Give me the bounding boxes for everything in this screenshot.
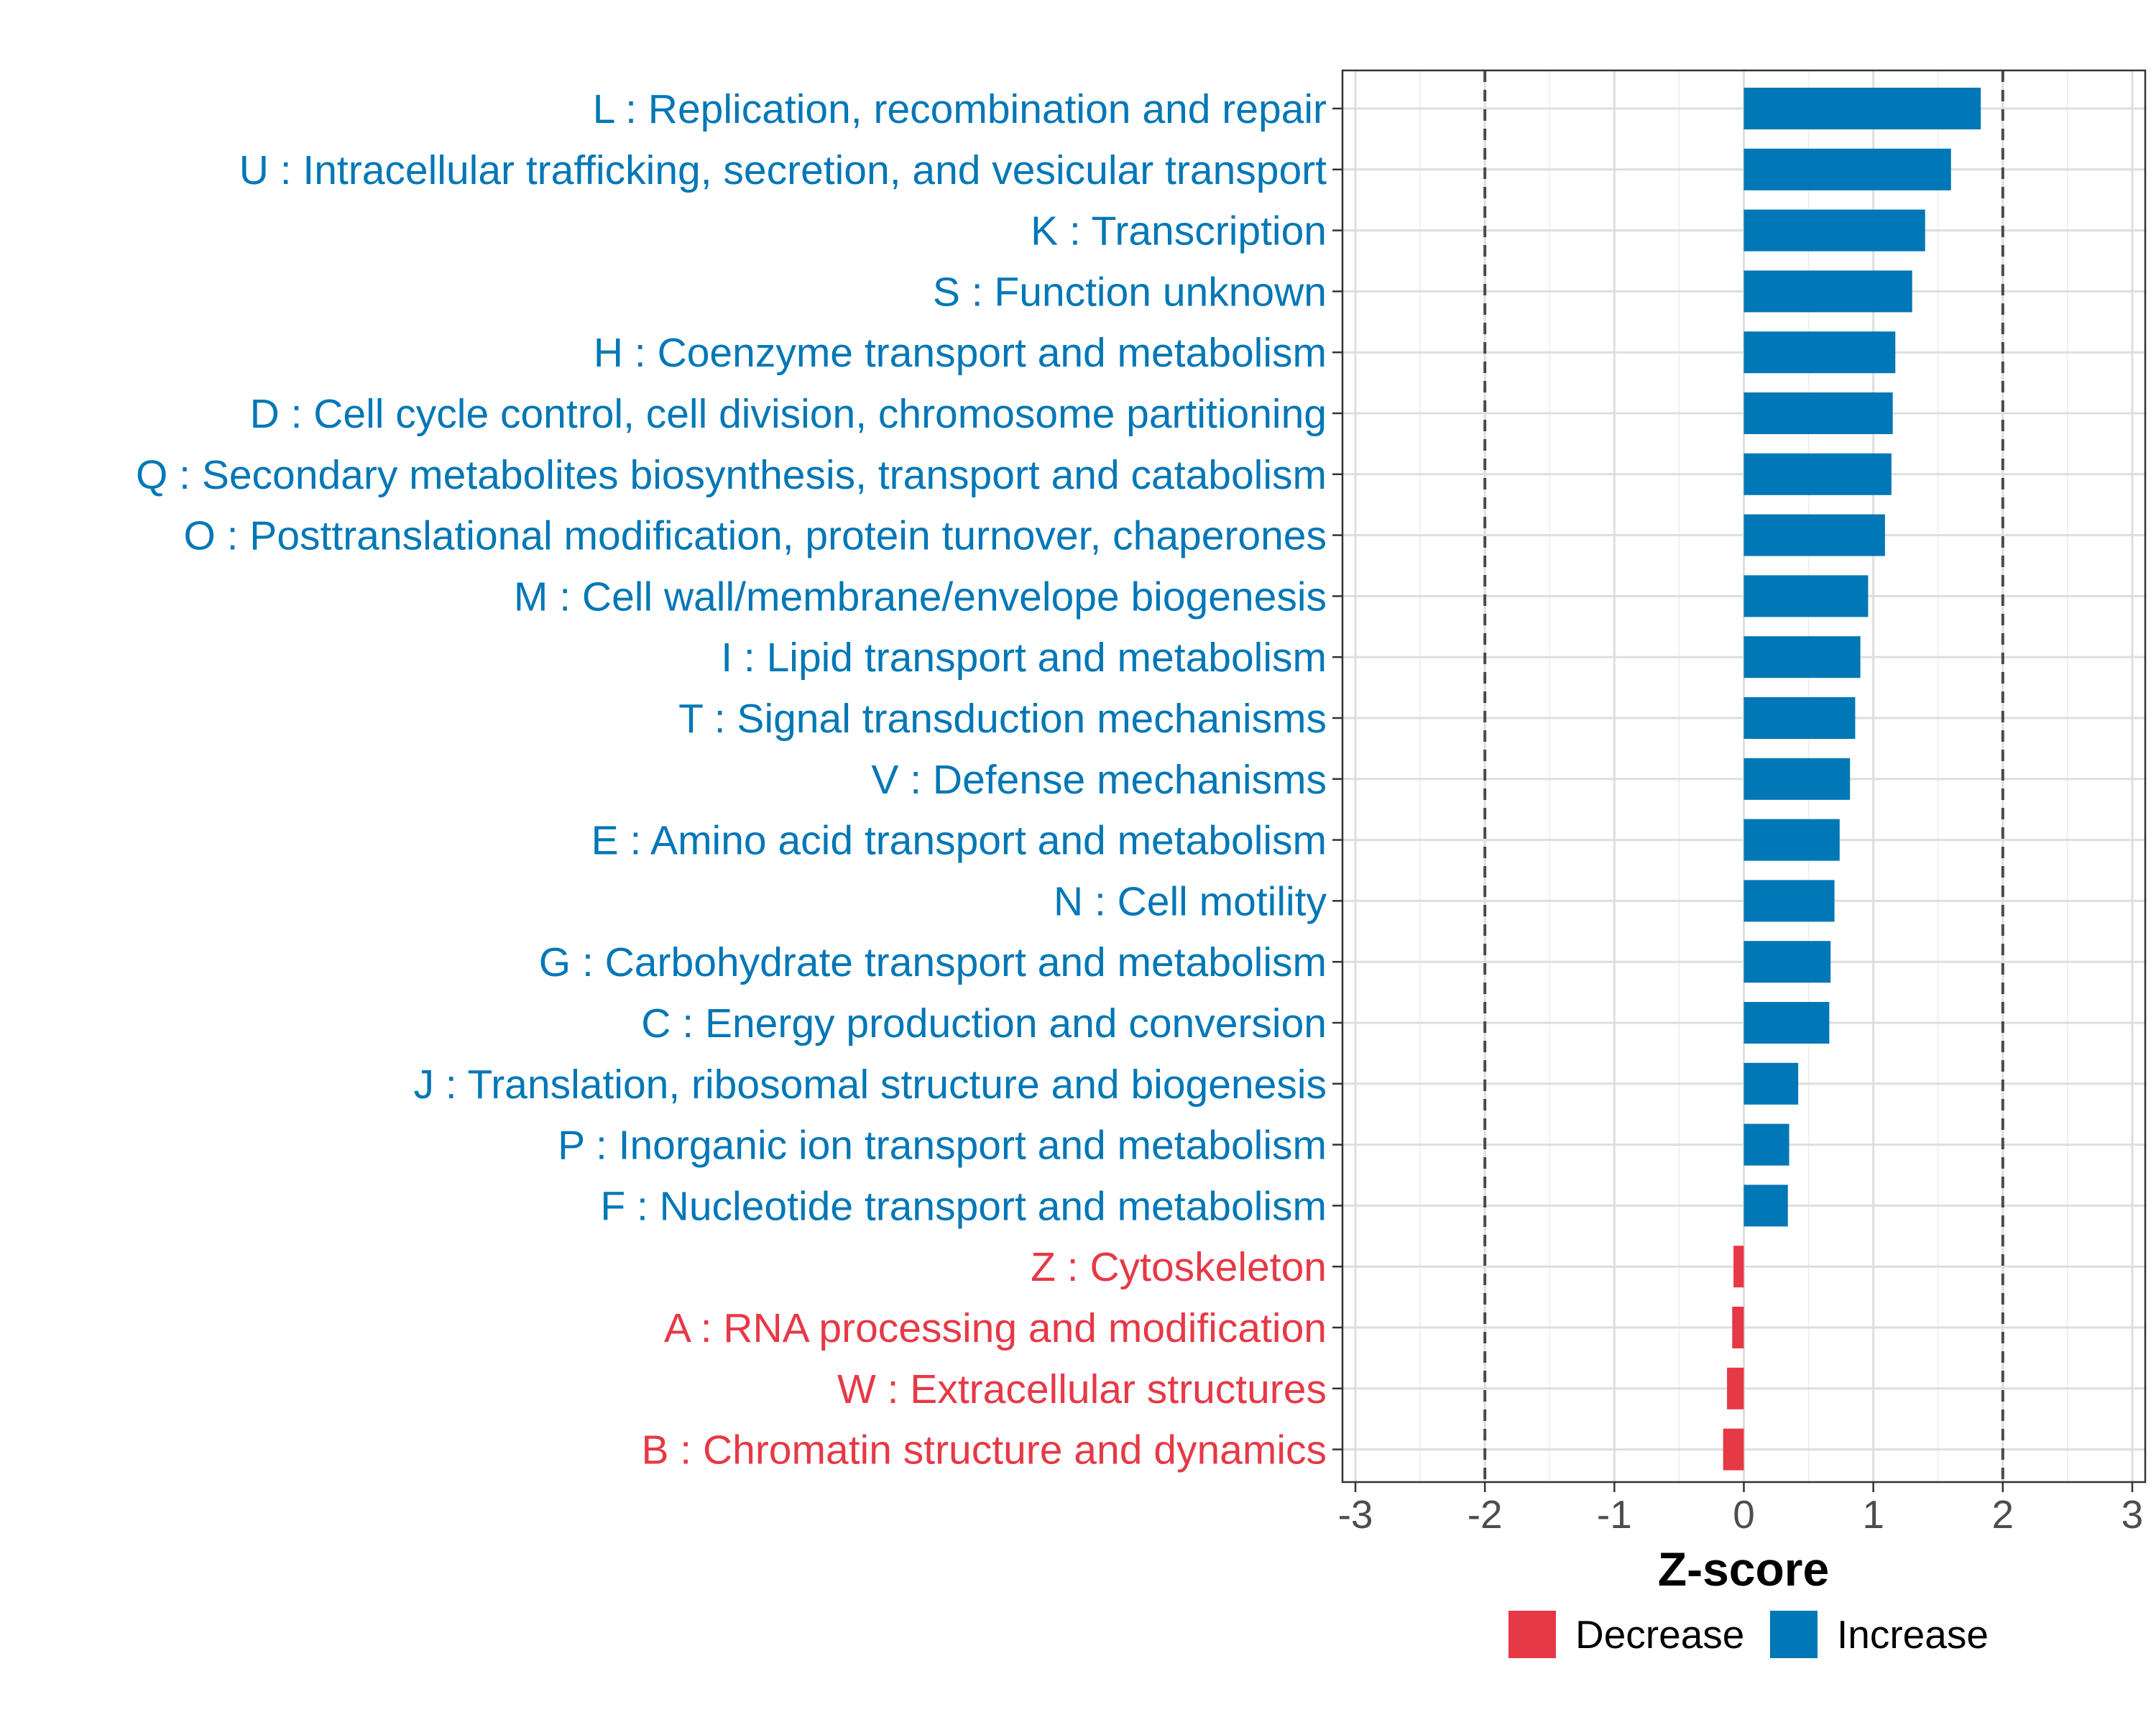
x-tick-label: 0 [1733,1492,1755,1537]
legend-swatch-increase [1770,1611,1818,1658]
bar-e [1743,819,1840,861]
category-label-k: K : Transcription [1031,208,1327,254]
category-label-e: E : Amino acid transport and metabolism [591,818,1327,864]
bar-l [1743,88,1981,129]
category-label-s: S : Function unknown [933,269,1327,315]
bar-j [1743,1062,1799,1105]
bar-g [1743,941,1831,983]
x-tick-label: 2 [1992,1492,2014,1537]
bar-o [1743,514,1885,556]
bar-f [1743,1184,1788,1227]
category-label-i: I : Lipid transport and metabolism [721,635,1327,681]
bar-h [1743,331,1896,374]
reference-lines [1483,70,2004,1482]
bar-w [1727,1367,1744,1409]
x-tick-label: 1 [1862,1492,1884,1537]
bar-u [1743,148,1951,190]
x-tick-label: -1 [1597,1492,1632,1537]
bar-n [1743,880,1835,922]
category-label-o: O : Posttranslational modification, prot… [183,513,1327,559]
category-label-u: U : Intracellular trafficking, secretion… [239,147,1327,193]
category-label-d: D : Cell cycle control, cell division, c… [250,391,1327,437]
x-axis-ticks: -3 -2 -1 0 1 2 3 [1338,1482,2144,1537]
y-axis-ticks [1332,107,1342,1450]
bar-c [1743,1002,1830,1044]
category-label-n: N : Cell motility [1054,878,1327,924]
bar-p [1743,1123,1789,1166]
bar-d [1743,392,1893,434]
bar-z [1733,1246,1744,1288]
category-label-p: P : Inorganic ion transport and metaboli… [558,1123,1327,1169]
category-label-c: C : Energy production and conversion [641,1000,1327,1046]
category-label-h: H : Coenzyme transport and metabolism [594,330,1327,376]
category-labels: L : Replication, recombination and repai… [136,86,1327,1473]
legend-label-decrease: Decrease [1575,1612,1744,1657]
category-label-v: V : Defense mechanisms [871,757,1327,803]
bar-q [1743,453,1892,495]
bar-a [1732,1307,1744,1348]
legend-swatch-decrease [1508,1611,1556,1658]
x-tick-label: 3 [2122,1492,2144,1537]
category-label-a: A : RNA processing and modification [664,1305,1327,1351]
category-label-q: Q : Secondary metabolites biosynthesis, … [136,452,1327,498]
category-label-z: Z : Cytoskeleton [1031,1244,1327,1290]
category-label-f: F : Nucleotide transport and metabolism [600,1183,1327,1229]
x-tick-label: -3 [1338,1492,1373,1537]
category-label-b: B : Chromatin structure and dynamics [641,1427,1327,1473]
bar-i [1743,636,1861,678]
category-label-g: G : Carbohydrate transport and metabolis… [539,939,1327,985]
category-label-m: M : Cell wall/membrane/envelope biogenes… [514,574,1327,620]
legend: Decrease Increase [1508,1611,1989,1658]
x-tick-label: -2 [1468,1492,1503,1537]
bars [1723,88,1981,1471]
category-label-w: W : Extracellular structures [837,1366,1327,1412]
x-axis-title: Z-score [1658,1542,1829,1596]
legend-label-increase: Increase [1837,1612,1989,1657]
bar-v [1743,758,1851,800]
category-label-j: J : Translation, ribosomal structure and… [414,1062,1327,1108]
category-label-l: L : Replication, recombination and repai… [593,86,1327,132]
category-label-t: T : Signal transduction mechanisms [678,696,1327,742]
bar-m [1743,575,1869,617]
bar-k [1743,209,1925,252]
bar-t [1743,697,1856,739]
bar-b [1723,1428,1744,1471]
bar-s [1743,270,1912,313]
